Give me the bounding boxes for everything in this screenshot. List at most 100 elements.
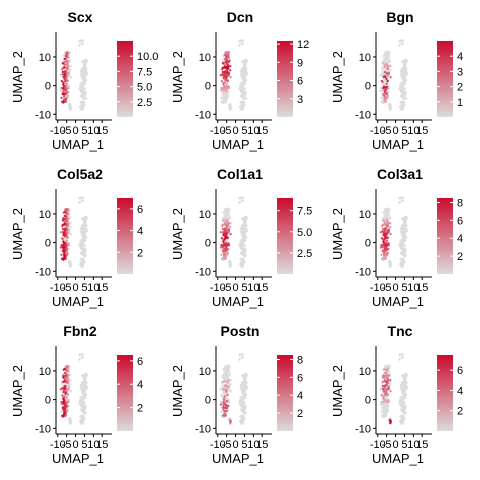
cell-point [61,73,64,76]
cell-point [405,224,408,227]
cell-point [244,215,248,219]
cell-point [227,85,230,88]
cell-point [243,404,247,408]
cell-point [79,242,82,245]
cell-point [63,217,66,220]
cell-point [61,62,64,65]
cell-point [239,226,243,230]
cell-point [225,377,229,380]
cell-point [387,53,390,56]
y-tick-label: 10 [39,209,51,221]
cell-point [65,63,68,66]
cell-point [239,383,243,387]
cell-point [386,378,389,381]
cell-point [80,262,83,265]
cell-point [229,65,232,68]
cell-point [389,65,392,68]
cell-point [222,401,225,404]
point-layer [59,353,88,425]
cell-point [62,397,65,401]
cell-point [382,234,385,237]
cell-point [401,407,404,410]
x-tick-label: -5 [382,125,392,137]
y-axis-title: UMAP_2 [330,51,345,103]
y-axis-title: UMAP_2 [170,365,185,417]
x-tick-label: 0 [72,439,78,451]
cell-point [241,356,244,359]
cell-point [402,261,405,265]
cell-point [401,42,404,45]
cell-point [81,70,85,74]
cell-point [81,407,84,410]
cell-point [401,399,405,403]
cell-point [62,82,65,85]
cell-point [401,356,404,359]
cell-point [82,80,86,84]
cell-point [228,208,231,211]
cell-point [380,96,383,100]
cell-point [79,396,82,399]
cell-point [382,388,385,391]
point-layer [379,353,408,425]
cell-point [220,100,224,103]
y-tick-label: -10 [35,266,51,278]
colorbar [277,41,293,117]
cell-point [243,60,246,64]
cell-point [59,73,63,77]
cell-point [241,258,245,261]
y-tick-label: 0 [205,395,211,407]
cell-point [384,237,387,240]
cell-point [238,244,242,248]
y-axis-title: UMAP_2 [170,51,185,103]
cell-point [225,66,228,69]
cell-point [388,51,391,54]
cell-point [380,100,384,103]
cell-point [226,71,229,74]
cell-point [238,39,241,43]
cell-point [64,374,67,377]
colorbar-label: 4 [137,379,143,391]
cell-point [385,58,388,61]
cell-point [245,387,248,390]
cell-point [226,63,229,66]
cell-point [402,104,405,108]
cell-point [83,63,87,67]
cell-point [405,387,408,390]
cell-point [381,66,384,70]
x-tick-label: 5 [401,439,407,451]
cell-point [225,390,228,393]
cell-point [64,408,67,411]
cell-point [383,86,387,89]
cell-point [66,393,70,396]
cell-point [405,230,408,233]
x-tick-label: 5 [81,282,87,294]
cell-point [68,105,72,109]
cell-point [221,92,225,95]
cell-point [227,53,230,56]
cell-point [399,239,402,242]
cell-point [225,239,228,242]
cell-point [400,262,403,265]
cell-point [384,60,388,64]
cell-point [381,227,384,230]
cell-point [243,220,247,224]
panel-title: Tnc [388,323,413,339]
cell-point [63,256,66,259]
x-tick-label: -5 [382,282,392,294]
cell-point [59,388,62,391]
cell-point [381,62,384,65]
cell-point [386,374,389,377]
x-tick-label: 10 [407,125,419,137]
cell-point [389,390,392,393]
cell-point [78,244,82,248]
cell-point [399,383,403,387]
cell-point [245,73,248,76]
cell-point [241,407,244,410]
cell-point [61,227,64,230]
x-tick-label: 10 [407,439,419,451]
cell-point [242,418,245,422]
cell-point [62,408,65,411]
cell-point [402,418,405,422]
cell-point [226,236,229,239]
cell-point [386,80,389,83]
